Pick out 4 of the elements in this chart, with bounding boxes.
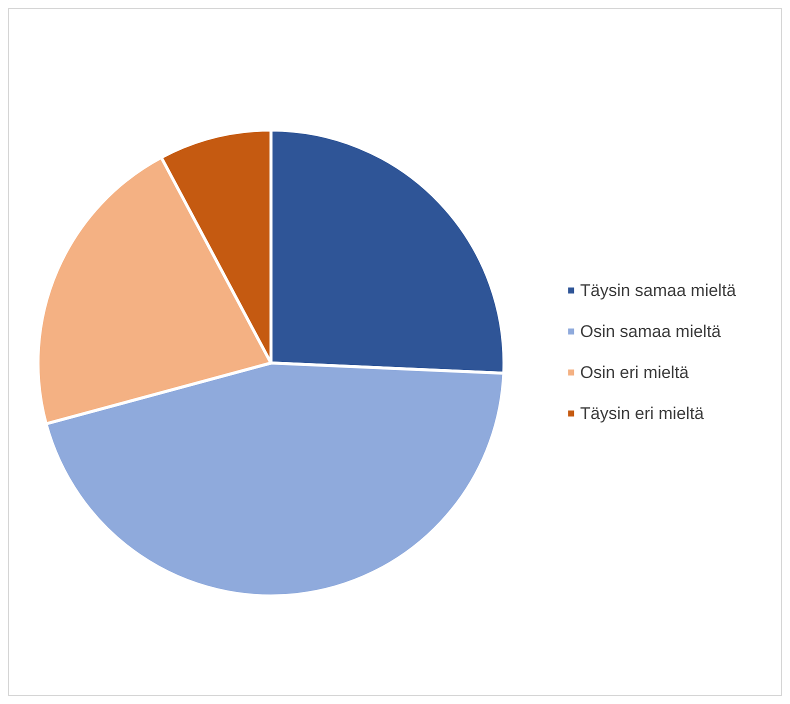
legend-label: Osin eri mieltä [580, 363, 690, 382]
legend-label: Osin samaa mieltä [580, 322, 722, 341]
legend-label: Täysin samaa mieltä [580, 281, 737, 300]
legend-label: Täysin eri mieltä [580, 404, 704, 423]
